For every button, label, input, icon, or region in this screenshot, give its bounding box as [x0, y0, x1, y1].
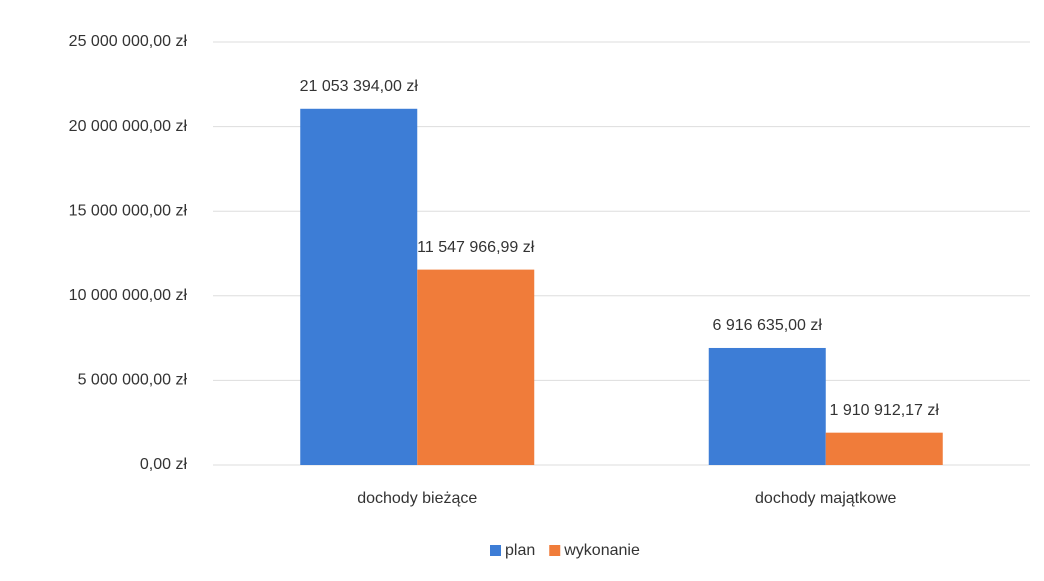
bar [300, 108, 418, 465]
legend-label: wykonanie [563, 542, 640, 559]
x-tick-label: dochody bieżące [357, 490, 477, 507]
bar [417, 269, 535, 465]
data-label: 6 916 635,00 zł [713, 317, 823, 334]
legend-swatch [490, 545, 501, 556]
y-tick-label: 15 000 000,00 zł [69, 202, 188, 219]
data-label: 21 053 394,00 zł [300, 78, 419, 95]
data-label: 11 547 966,99 zł [417, 239, 535, 256]
y-tick-label: 25 000 000,00 zł [69, 33, 188, 50]
y-tick-label: 10 000 000,00 zł [69, 287, 188, 304]
bar [708, 347, 826, 465]
legend-swatch [549, 545, 561, 556]
data-label: 1 910 912,17 zł [830, 402, 940, 419]
legend-label: plan [505, 542, 535, 559]
y-tick-label: 0,00 zł [140, 456, 188, 473]
y-tick-label: 5 000 000,00 zł [78, 372, 188, 389]
y-tick-label: 20 000 000,00 zł [69, 118, 188, 135]
bar [825, 432, 943, 465]
x-tick-label: dochody majątkowe [755, 490, 897, 507]
